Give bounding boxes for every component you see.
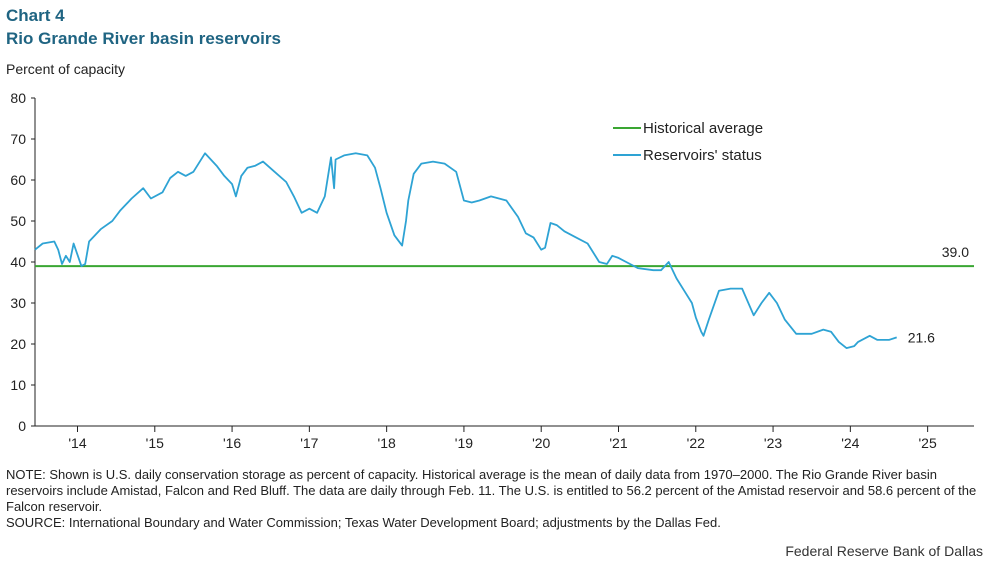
x-tick-label: '19 (455, 435, 473, 451)
y-tick-label: 60 (10, 172, 26, 188)
x-tick-label: '15 (146, 435, 164, 451)
y-tick-label: 0 (18, 418, 26, 434)
x-tick-label: '23 (764, 435, 782, 451)
x-tick-label: '22 (687, 435, 705, 451)
x-tick-label: '17 (300, 435, 318, 451)
reservoir-status-line (34, 152, 897, 350)
x-tick-label: '21 (609, 435, 627, 451)
y-tick-label: 70 (10, 131, 26, 147)
x-tick-label: '18 (378, 435, 396, 451)
x-tick-label: '20 (532, 435, 550, 451)
x-tick-label: '16 (223, 435, 241, 451)
y-tick-label: 10 (10, 377, 26, 393)
note-text: NOTE: Shown is U.S. daily conservation s… (6, 467, 977, 514)
legend-reservoir-label: Reservoirs' status (643, 147, 762, 164)
chart-title: Rio Grande River basin reservoirs (6, 29, 281, 48)
y-tick-label: 20 (10, 336, 26, 352)
y-axis-label: Percent of capacity (6, 61, 126, 77)
y-tick-label: 30 (10, 295, 26, 311)
x-tick-label: '25 (919, 435, 937, 451)
y-tick-label: 80 (10, 90, 26, 106)
chart-number: Chart 4 (6, 6, 65, 25)
y-tick-label: 50 (10, 213, 26, 229)
reservoir-last-value-label: 21.6 (908, 329, 935, 345)
legend-historical-label: Historical average (643, 120, 763, 137)
footnotes: NOTE: Shown is U.S. daily conservation s… (6, 467, 986, 531)
y-tick-label: 40 (10, 254, 26, 270)
source-text: SOURCE: International Boundary and Water… (6, 515, 721, 530)
credit-text: Federal Reserve Bank of Dallas (785, 543, 983, 559)
x-tick-label: '24 (841, 435, 859, 451)
x-tick-label: '14 (68, 435, 86, 451)
historical-average-value-label: 39.0 (942, 244, 969, 260)
